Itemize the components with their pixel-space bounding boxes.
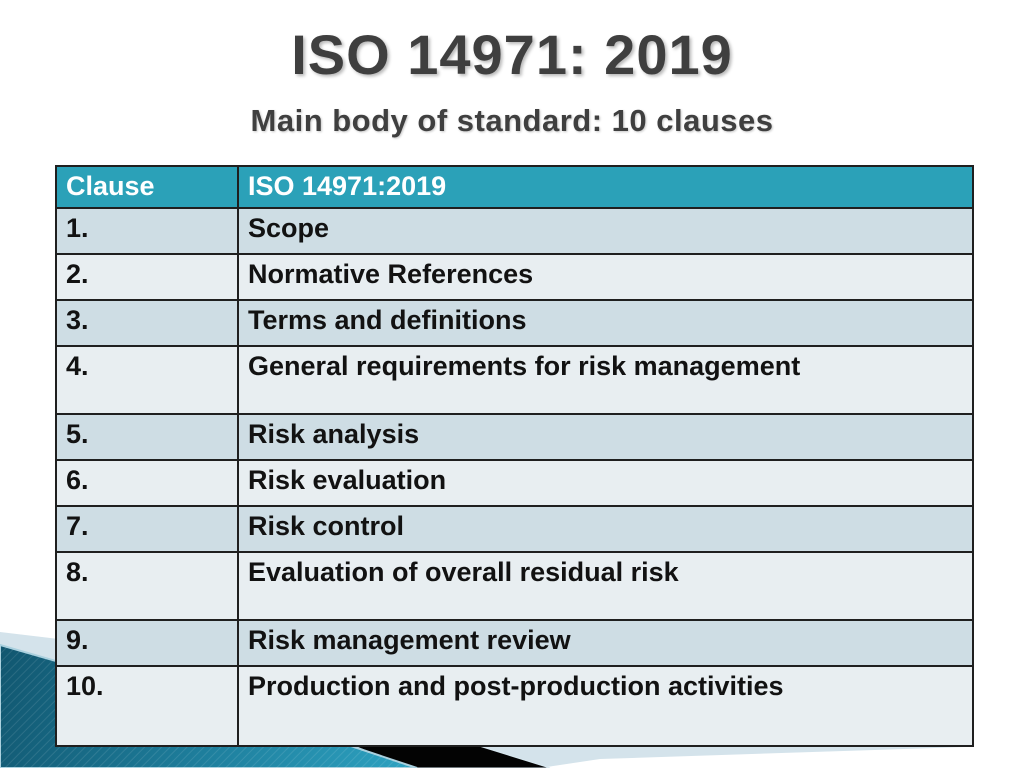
- clause-title: Scope: [237, 207, 974, 255]
- clause-number: 2.: [55, 253, 239, 301]
- clause-number: 7.: [55, 505, 239, 553]
- slide-subtitle: Main body of standard: 10 clauses: [250, 103, 774, 138]
- clause-title: General requirements for risk management: [237, 345, 974, 415]
- table-row: 10. Production and post-production activ…: [55, 665, 974, 747]
- clause-number: 5.: [55, 413, 239, 461]
- clause-title: Risk analysis: [237, 413, 974, 461]
- clause-number: 6.: [55, 459, 239, 507]
- clause-title: Risk management review: [237, 619, 974, 667]
- table-row: 8. Evaluation of overall residual risk: [55, 551, 974, 621]
- page-title: ISO 14971: 2019: [291, 23, 733, 86]
- clause-number: 8.: [55, 551, 239, 621]
- table-row: 6. Risk evaluation: [55, 459, 974, 507]
- table-header-row: Clause ISO 14971:2019: [55, 165, 974, 209]
- clause-title: Production and post-production activitie…: [237, 665, 974, 747]
- table-row: 2. Normative References: [55, 253, 974, 301]
- clause-number: 1.: [55, 207, 239, 255]
- table-row: 5. Risk analysis: [55, 413, 974, 461]
- header-cell-standard: ISO 14971:2019: [237, 165, 974, 209]
- table-row: 4. General requirements for risk managem…: [55, 345, 974, 415]
- clause-number: 3.: [55, 299, 239, 347]
- clauses-table: Clause ISO 14971:2019 1. Scope 2. Normat…: [55, 165, 974, 747]
- table-row: 9. Risk management review: [55, 619, 974, 667]
- clause-title: Evaluation of overall residual risk: [237, 551, 974, 621]
- clause-title: Normative References: [237, 253, 974, 301]
- clause-number: 9.: [55, 619, 239, 667]
- clause-title: Terms and definitions: [237, 299, 974, 347]
- clause-number: 10.: [55, 665, 239, 747]
- clause-title: Risk control: [237, 505, 974, 553]
- table-row: 1. Scope: [55, 207, 974, 255]
- table-row: 7. Risk control: [55, 505, 974, 553]
- table-row: 3. Terms and definitions: [55, 299, 974, 347]
- clause-number: 4.: [55, 345, 239, 415]
- header-cell-clause: Clause: [55, 165, 239, 209]
- clause-title: Risk evaluation: [237, 459, 974, 507]
